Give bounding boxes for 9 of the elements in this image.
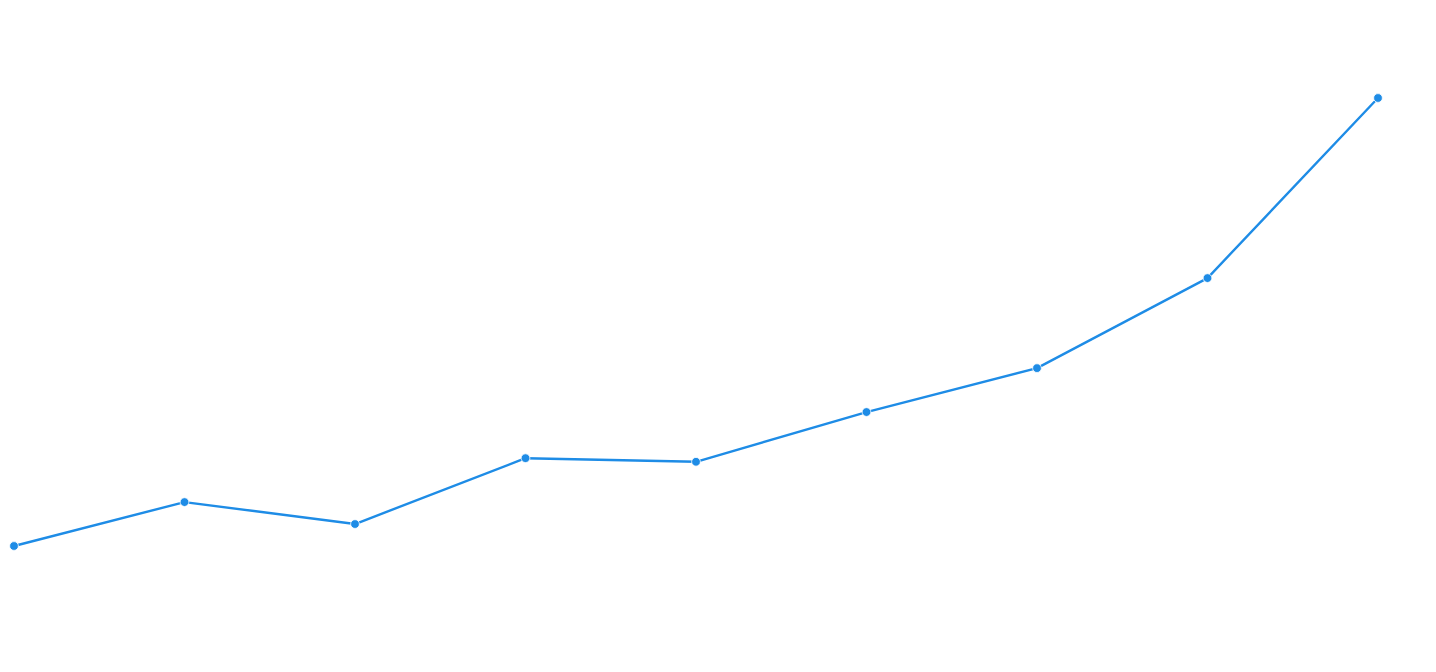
point xyxy=(9,541,19,551)
point xyxy=(1202,273,1213,283)
point xyxy=(350,519,360,529)
point xyxy=(861,407,872,417)
point xyxy=(179,497,190,507)
point xyxy=(520,453,531,463)
point xyxy=(1032,363,1042,373)
point xyxy=(1373,93,1383,103)
point xyxy=(691,456,701,467)
